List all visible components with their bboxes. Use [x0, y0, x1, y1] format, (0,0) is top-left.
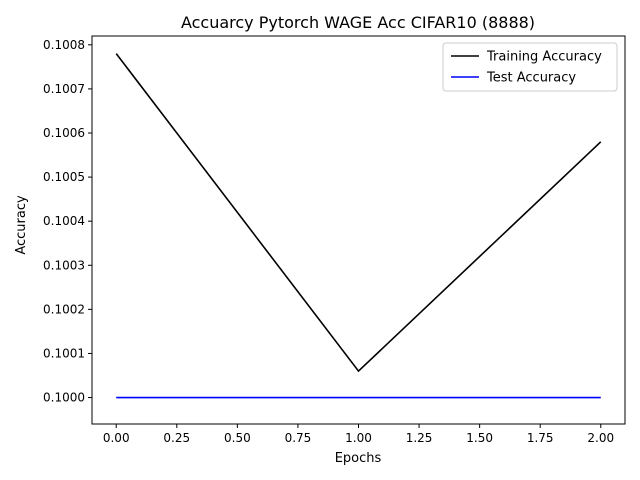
x-tick-label: 1.00 — [345, 431, 372, 445]
y-tick-label: 0.1006 — [43, 126, 85, 140]
plot-area: 0.00 0.25 0.50 0.75 1.00 1.25 1.50 1.75 2.00 0.10… — [43, 35, 626, 445]
x-tick-label: 0.75 — [285, 431, 312, 445]
y-tick-label: 0.1008 — [43, 38, 85, 52]
legend-entry-0: Training Accuracy — [486, 50, 602, 65]
legend-box — [442, 42, 618, 92]
chart-title: Accuarcy Pytorch WAGE Acc CIFAR10 (8888) — [181, 13, 535, 32]
x-tick-label: 0.50 — [224, 431, 251, 445]
x-tick-label: 1.50 — [466, 431, 493, 445]
x-tick-label: 0.25 — [163, 431, 190, 445]
x-tick-label: 1.75 — [527, 431, 554, 445]
x-tick-label: 2.00 — [587, 431, 614, 445]
y-tick-label: 0.1005 — [43, 170, 85, 184]
y-axis-label: Accuracy — [14, 195, 29, 255]
y-tick-label: 0.1001 — [43, 346, 85, 360]
y-tick-label: 0.1004 — [43, 214, 85, 228]
x-tick-label: 1.25 — [406, 431, 433, 445]
legend-entry-1: Test Accuracy — [486, 71, 576, 86]
legend: Training Accuracy Test Accuracy — [442, 42, 618, 92]
axes-frame — [91, 35, 626, 425]
x-axis-label: Epochs — [335, 451, 382, 466]
y-tick-label: 0.1002 — [43, 302, 85, 316]
y-tick-label: 0.1000 — [43, 391, 85, 405]
series-line-0 — [115, 53, 602, 373]
x-tick-label: 0.00 — [103, 431, 130, 445]
y-tick-label: 0.1003 — [43, 258, 85, 272]
y-tick-label: 0.1007 — [43, 82, 85, 96]
